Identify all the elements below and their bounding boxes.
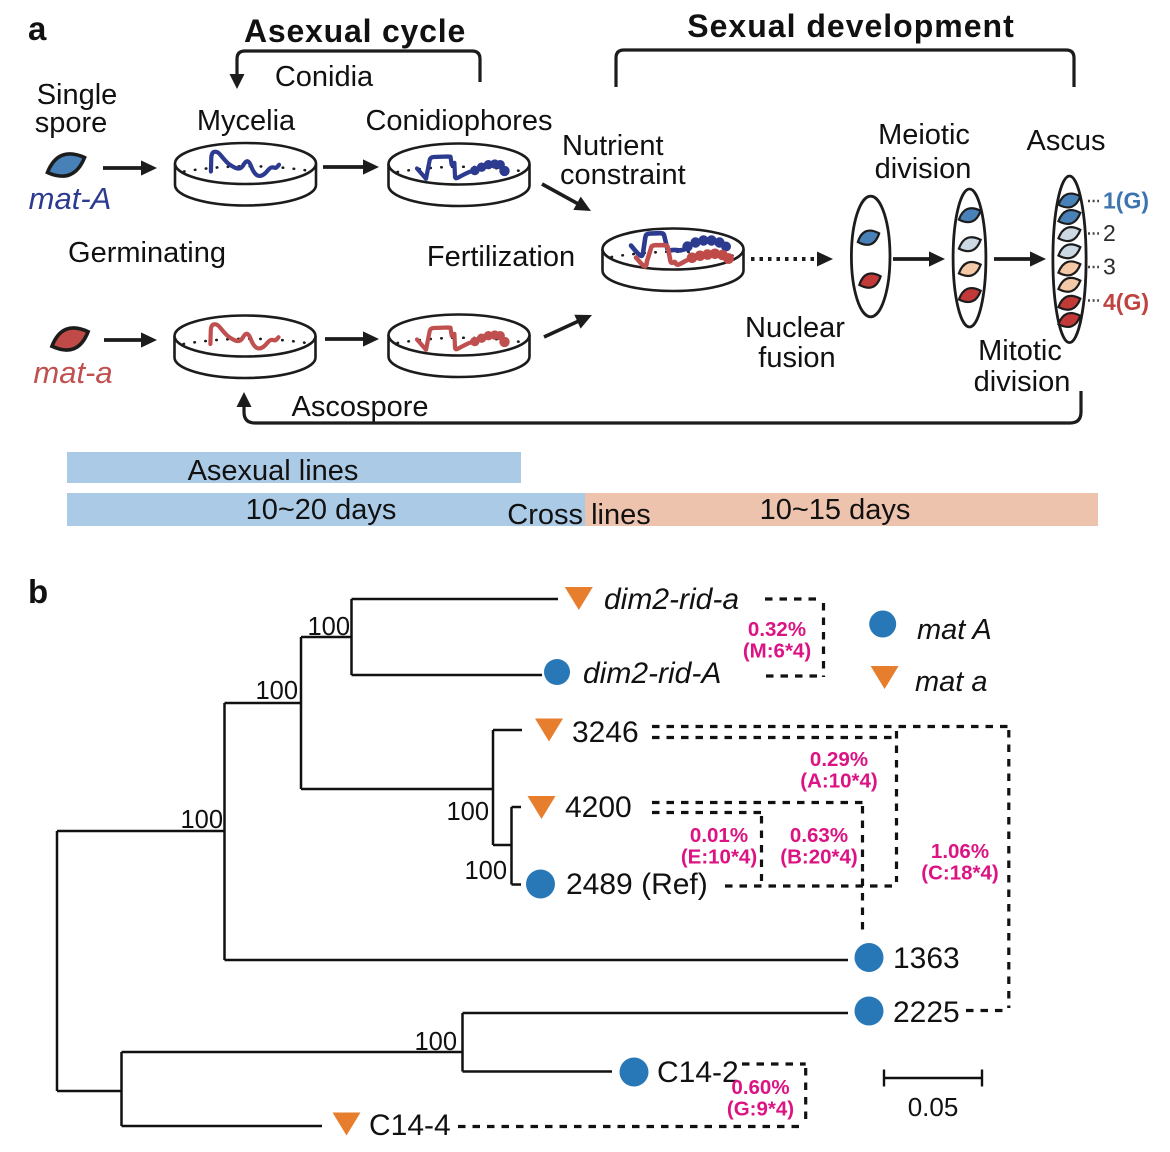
svg-text:C14-4: C14-4: [369, 1109, 451, 1142]
svg-text:mat A: mat A: [917, 614, 992, 646]
svg-text:100: 100: [464, 857, 507, 885]
svg-text:100: 100: [255, 677, 298, 705]
svg-text:Meiotic: Meiotic: [878, 119, 970, 151]
svg-text:b: b: [28, 573, 48, 610]
svg-text:(G:9*4): (G:9*4): [727, 1098, 794, 1121]
svg-text:4(G): 4(G): [1103, 289, 1149, 315]
svg-text:(E:10*4): (E:10*4): [681, 846, 757, 869]
svg-text:Sexual development: Sexual development: [687, 8, 1014, 44]
svg-text:Germinating: Germinating: [68, 237, 226, 269]
svg-text:Single: Single: [37, 79, 118, 111]
svg-text:Fertilization: Fertilization: [427, 241, 575, 273]
svg-text:Conidiophores: Conidiophores: [365, 105, 552, 137]
svg-text:dim2-rid-A: dim2-rid-A: [583, 657, 721, 690]
svg-text:100: 100: [180, 806, 223, 834]
svg-text:Asexual lines: Asexual lines: [188, 455, 359, 487]
svg-text:Asexual cycle: Asexual cycle: [244, 13, 466, 49]
svg-text:3: 3: [1103, 254, 1116, 280]
svg-text:Ascus: Ascus: [1027, 125, 1106, 157]
svg-text:(B:20*4): (B:20*4): [780, 846, 857, 869]
svg-text:100: 100: [307, 613, 350, 641]
svg-text:2225: 2225: [893, 996, 960, 1029]
svg-text:3246: 3246: [572, 716, 639, 749]
svg-text:100: 100: [446, 798, 489, 826]
svg-text:(C:18*4): (C:18*4): [921, 862, 998, 885]
svg-text:Mycelia: Mycelia: [197, 105, 296, 137]
svg-text:1363: 1363: [893, 942, 960, 975]
svg-text:0.63%: 0.63%: [790, 824, 848, 847]
svg-text:0.60%: 0.60%: [731, 1076, 789, 1099]
svg-text:(M:6*4): (M:6*4): [743, 640, 811, 663]
svg-text:(A:10*4): (A:10*4): [800, 770, 877, 793]
svg-text:a: a: [28, 10, 47, 47]
svg-text:1.06%: 1.06%: [931, 840, 989, 863]
svg-text:10~15 days: 10~15 days: [760, 494, 911, 526]
svg-text:C14-2: C14-2: [657, 1056, 739, 1089]
svg-text:spore: spore: [35, 107, 108, 139]
svg-text:100: 100: [414, 1028, 457, 1056]
svg-text:0.32%: 0.32%: [748, 618, 806, 641]
svg-text:Conidia: Conidia: [275, 61, 374, 93]
svg-text:0.01%: 0.01%: [690, 824, 748, 847]
svg-text:mat-a: mat-a: [33, 355, 112, 390]
svg-text:dim2-rid-a: dim2-rid-a: [604, 583, 739, 616]
svg-text:constraint: constraint: [560, 159, 686, 191]
svg-text:fusion: fusion: [758, 342, 835, 374]
svg-text:mat-A: mat-A: [29, 181, 112, 216]
svg-text:0.29%: 0.29%: [810, 748, 868, 771]
svg-text:Ascospore: Ascospore: [291, 391, 428, 423]
svg-text:Mitotic: Mitotic: [978, 335, 1062, 367]
svg-text:Nutrient: Nutrient: [562, 130, 664, 162]
svg-text:1(G): 1(G): [1103, 188, 1149, 214]
svg-text:Nuclear: Nuclear: [745, 312, 845, 344]
svg-text:0.05: 0.05: [908, 1092, 959, 1122]
svg-text:division: division: [875, 153, 972, 185]
svg-text:4200: 4200: [565, 791, 632, 824]
svg-text:10~20 days: 10~20 days: [246, 494, 397, 526]
svg-text:2489 (Ref): 2489 (Ref): [566, 868, 708, 901]
svg-text:2: 2: [1103, 220, 1116, 246]
svg-text:Cross lines: Cross lines: [507, 499, 650, 531]
svg-text:mat a: mat a: [915, 666, 988, 698]
svg-text:division: division: [974, 366, 1071, 398]
